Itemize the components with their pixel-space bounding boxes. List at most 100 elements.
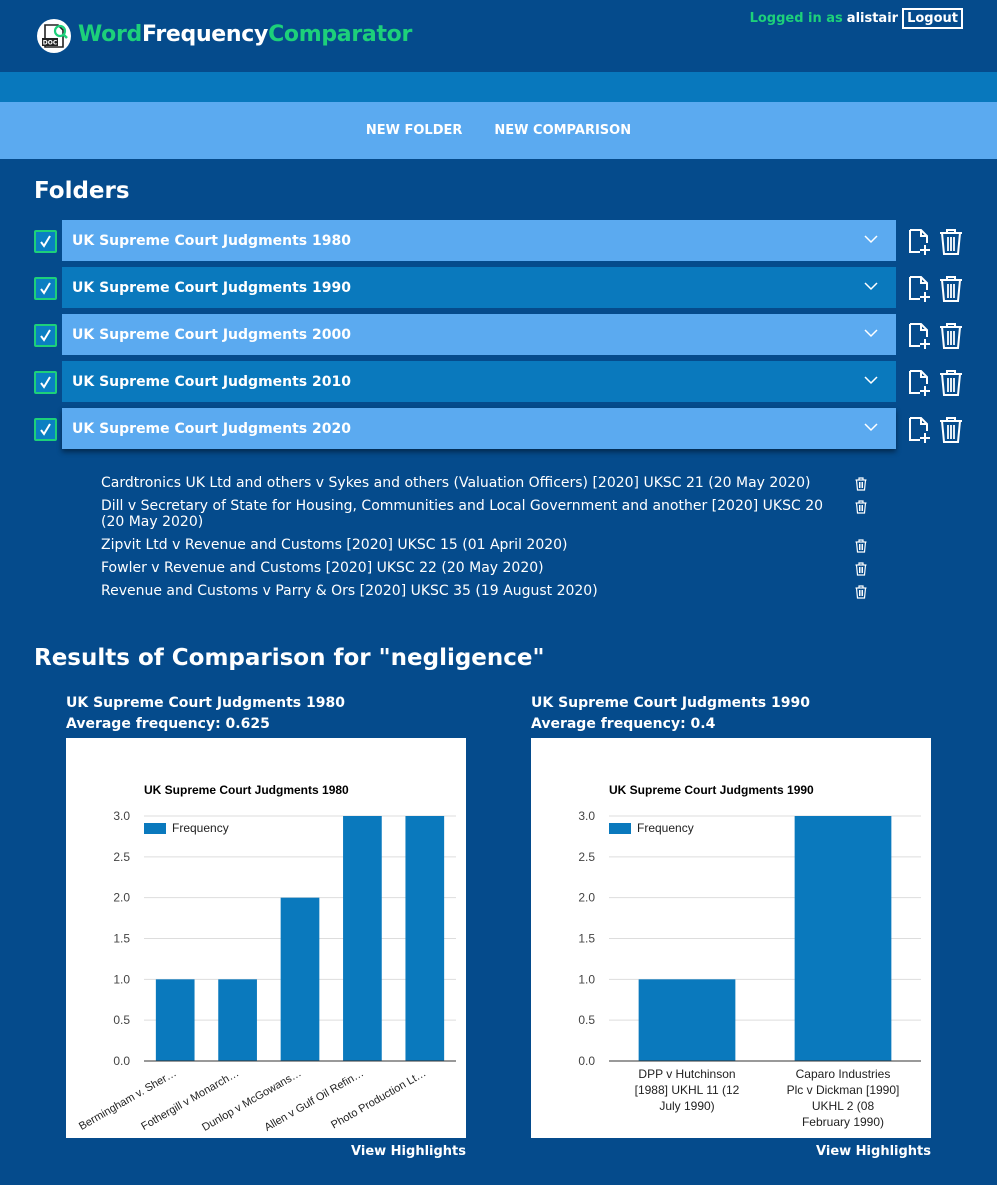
view-highlights-link[interactable]: View Highlights (816, 1144, 931, 1159)
checkmark-icon (38, 328, 53, 343)
document-item: Dill v Secretary of State for Housing, C… (101, 498, 871, 530)
checkmark-icon (38, 234, 53, 249)
app-title: WordFrequencyComparator (78, 22, 412, 47)
document-title: Revenue and Customs v Parry & Ors [2020]… (101, 583, 846, 599)
add-document-icon[interactable] (906, 369, 932, 397)
add-document-icon[interactable] (906, 322, 932, 350)
x-tick-label-line: [1988] UKHL 11 (12 (635, 1083, 740, 1097)
delete-folder-icon[interactable] (939, 228, 963, 256)
y-tick-label: 0.5 (578, 1013, 595, 1027)
folder-accordion-header[interactable]: UK Supreme Court Judgments 2010 (62, 361, 896, 402)
logout-button[interactable]: Logout (902, 8, 963, 29)
x-tick-label-line: UKHL 2 (08 (812, 1099, 875, 1113)
legend-label: Frequency (637, 821, 694, 835)
x-tick-label-line: Caparo Industries (796, 1067, 891, 1081)
chart-title: UK Supreme Court Judgments 1990 (609, 783, 814, 797)
view-highlights-link[interactable]: View Highlights (351, 1144, 466, 1159)
folder-accordion-header[interactable]: UK Supreme Court Judgments 2000 (62, 314, 896, 355)
bar (218, 979, 257, 1061)
y-tick-label: 1.5 (578, 932, 595, 946)
folder-document-list: Cardtronics UK Ltd and others v Sykes an… (101, 475, 871, 606)
delete-folder-icon[interactable] (939, 369, 963, 397)
folder-checkbox[interactable] (34, 230, 57, 253)
y-tick-label: 3.0 (113, 809, 130, 823)
folder-title: UK Supreme Court Judgments 1990 (72, 280, 351, 296)
delete-document-icon[interactable] (855, 500, 867, 514)
y-tick-label: 2.0 (113, 891, 130, 905)
folder-checkbox[interactable] (34, 371, 57, 394)
x-tick-label-line: DPP v Hutchinson (638, 1067, 735, 1081)
folder-row: UK Supreme Court Judgments 1980 (34, 220, 974, 262)
average-frequency: Average frequency: 0.625 (66, 715, 466, 733)
results-heading: Results of Comparison for "negligence" (34, 645, 545, 671)
bar (156, 979, 195, 1061)
bar (343, 816, 382, 1061)
folder-row: UK Supreme Court Judgments 2020 (34, 408, 974, 450)
delete-document-icon[interactable] (855, 562, 867, 576)
login-status: Logged in as alistair Logout (750, 8, 963, 29)
document-item: Revenue and Customs v Parry & Ors [2020]… (101, 583, 871, 599)
x-tick-label-line: February 1990) (802, 1115, 884, 1129)
document-item: Fowler v Revenue and Customs [2020] UKSC… (101, 560, 871, 576)
delete-folder-icon[interactable] (939, 416, 963, 444)
main-nav: NEW FOLDER NEW COMPARISON (0, 102, 997, 159)
result-folder-title: UK Supreme Court Judgments 1990 (531, 694, 931, 712)
folder-accordion-header[interactable]: UK Supreme Court Judgments 2020 (62, 408, 896, 449)
add-document-icon[interactable] (906, 228, 932, 256)
document-item: Cardtronics UK Ltd and others v Sykes an… (101, 475, 871, 491)
checkmark-icon (38, 375, 53, 390)
delete-folder-icon[interactable] (939, 275, 963, 303)
legend-label: Frequency (172, 821, 229, 835)
y-tick-label: 2.5 (578, 850, 595, 864)
y-tick-label: 0.5 (113, 1013, 130, 1027)
folder-row: UK Supreme Court Judgments 2010 (34, 361, 974, 403)
chevron-down-icon (864, 328, 878, 338)
folder-checkbox[interactable] (34, 418, 57, 441)
result-column-1980: UK Supreme Court Judgments 1980 Average … (66, 694, 466, 733)
folder-accordion-header[interactable]: UK Supreme Court Judgments 1990 (62, 267, 896, 308)
new-comparison-link[interactable]: NEW COMPARISON (494, 123, 631, 138)
add-document-icon[interactable] (906, 275, 932, 303)
y-tick-label: 0.0 (113, 1054, 130, 1068)
document-title: Fowler v Revenue and Customs [2020] UKSC… (101, 560, 846, 576)
delete-document-icon[interactable] (855, 539, 867, 553)
logged-in-label: Logged in as (750, 11, 843, 26)
bar (639, 979, 736, 1061)
y-tick-label: 3.0 (578, 809, 595, 823)
bar (405, 816, 444, 1061)
document-title: Zipvit Ltd v Revenue and Customs [2020] … (101, 537, 846, 553)
chart-title: UK Supreme Court Judgments 1980 (144, 783, 349, 797)
x-tick-label: Dunlop v McGowans… (200, 1067, 303, 1134)
delete-document-icon[interactable] (855, 477, 867, 491)
bar (795, 816, 892, 1061)
delete-document-icon[interactable] (855, 585, 867, 599)
folder-title: UK Supreme Court Judgments 2010 (72, 374, 351, 390)
legend-swatch (144, 823, 166, 834)
folders-heading: Folders (34, 178, 130, 204)
delete-folder-icon[interactable] (939, 322, 963, 350)
folder-accordion-header[interactable]: UK Supreme Court Judgments 1980 (62, 220, 896, 261)
app-header: DOC WordFrequencyComparator Logged in as… (0, 0, 997, 72)
legend-swatch (609, 823, 631, 834)
new-folder-link[interactable]: NEW FOLDER (366, 123, 463, 138)
result-folder-title: UK Supreme Court Judgments 1980 (66, 694, 466, 712)
checkmark-icon (38, 281, 53, 296)
x-tick-label: Caparo Industries Plc v Dickman [1990] UKH… (787, 1067, 900, 1129)
frequency-chart-1980: UK Supreme Court Judgments 1980 0.0 0.5 1.0… (66, 738, 466, 1138)
folder-title: UK Supreme Court Judgments 2020 (72, 421, 351, 437)
folder-title: UK Supreme Court Judgments 1980 (72, 233, 351, 249)
y-tick-label: 2.0 (578, 891, 595, 905)
username: alistair (847, 11, 898, 26)
folder-checkbox[interactable] (34, 324, 57, 347)
x-tick-label: Bermingham v. Sher… (77, 1067, 179, 1133)
frequency-chart-1990: UK Supreme Court Judgments 1990 0.0 0.5 1.0… (531, 738, 931, 1138)
add-document-icon[interactable] (906, 416, 932, 444)
x-tick-label-line: July 1990) (659, 1099, 714, 1113)
x-tick-label-line: Plc v Dickman [1990] (787, 1083, 900, 1097)
folder-row: UK Supreme Court Judgments 2000 (34, 314, 974, 356)
x-tick-label: Allen v Gulf Oil Refin… (262, 1067, 365, 1134)
y-tick-label: 1.5 (113, 932, 130, 946)
result-column-1990: UK Supreme Court Judgments 1990 Average … (531, 694, 931, 733)
y-tick-label: 1.0 (578, 972, 595, 986)
folder-checkbox[interactable] (34, 277, 57, 300)
